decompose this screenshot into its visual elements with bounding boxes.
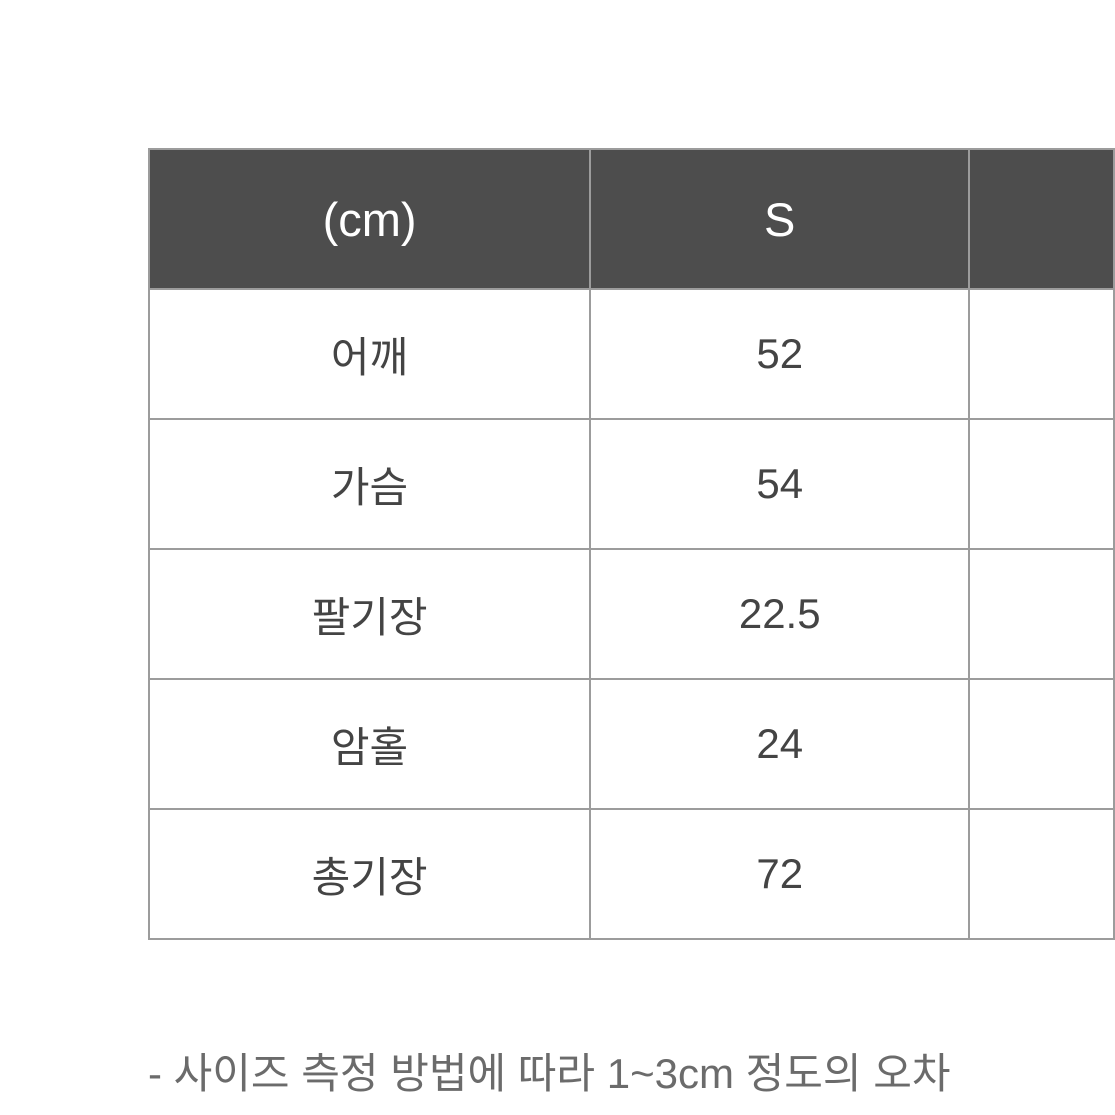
- size-chart-table: (cm)S어깨52가슴54팔기장22.5암홀24총기장72: [148, 148, 1115, 940]
- size-table-cell-2-1: 22.5: [590, 549, 969, 679]
- table-row: 가슴54: [149, 419, 1114, 549]
- table-row: 팔기장22.5: [149, 549, 1114, 679]
- size-table-cell-0-1: 52: [590, 289, 969, 419]
- canvas: (cm)S어깨52가슴54팔기장22.5암홀24총기장72 - 사이즈 측정 방…: [0, 0, 1115, 1115]
- size-table-cell-0-0: 어깨: [149, 289, 590, 419]
- size-table-cell-1-2: [969, 419, 1114, 549]
- size-table-cell-3-2: [969, 679, 1114, 809]
- table-row: 암홀24: [149, 679, 1114, 809]
- size-table-cell-2-0: 팔기장: [149, 549, 590, 679]
- table-row: 총기장72: [149, 809, 1114, 939]
- size-table-cell-3-1: 24: [590, 679, 969, 809]
- size-table-cell-4-1: 72: [590, 809, 969, 939]
- table-row: 어깨52: [149, 289, 1114, 419]
- size-table-cell-2-2: [969, 549, 1114, 679]
- size-table-cell-4-0: 총기장: [149, 809, 590, 939]
- size-table-cell-0-2: [969, 289, 1114, 419]
- size-table-cell-1-1: 54: [590, 419, 969, 549]
- size-table-cell-4-2: [969, 809, 1114, 939]
- size-table-header-0: (cm): [149, 149, 590, 289]
- size-table-cell-3-0: 암홀: [149, 679, 590, 809]
- size-table-header-2: [969, 149, 1114, 289]
- measurement-footnote: - 사이즈 측정 방법에 따라 1~3cm 정도의 오차: [148, 1040, 951, 1101]
- size-table-cell-1-0: 가슴: [149, 419, 590, 549]
- size-table-header-1: S: [590, 149, 969, 289]
